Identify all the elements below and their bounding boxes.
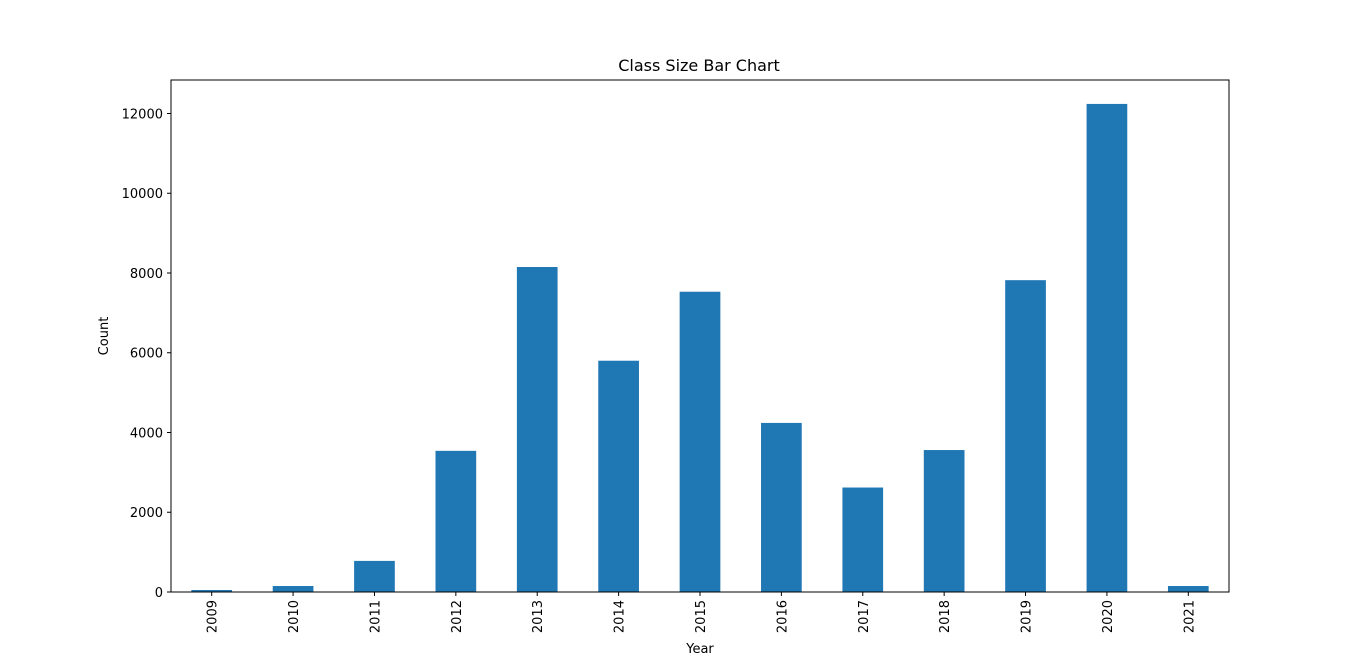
x-axis: 2009 2010 2011 2012 2013 2014 2015 2016 2017 2018… — [206, 592, 1197, 633]
y-tick-label-10000: 10000 — [122, 187, 163, 202]
bar-2010 — [272, 586, 314, 592]
bar-2011 — [354, 560, 395, 592]
bar-2015 — [679, 291, 721, 592]
bar-2009 — [191, 590, 233, 592]
y-tick-label-6000: 6000 — [130, 347, 163, 362]
x-tick-label-2009: 2009 — [206, 600, 221, 633]
bar-2019 — [1005, 280, 1046, 592]
x-tick-label-2017: 2017 — [857, 600, 872, 633]
x-tick-label-2016: 2016 — [775, 600, 790, 633]
x-tick-label-2013: 2013 — [531, 600, 546, 633]
bar-2012 — [435, 450, 477, 592]
plot-frame — [170, 79, 1230, 593]
bar-2018 — [923, 450, 965, 592]
y-tick-label-2000: 2000 — [130, 506, 163, 521]
bar-2014 — [598, 360, 639, 592]
x-tick-label-2021: 2021 — [1182, 600, 1197, 633]
bar-2021 — [1167, 586, 1209, 592]
x-tick-label-2012: 2012 — [450, 600, 465, 633]
bar-2020 — [1086, 103, 1128, 592]
y-axis: 0 2000 4000 6000 8000 10000 12000 — [122, 107, 171, 601]
bar-2016 — [761, 422, 802, 592]
y-tick-label-8000: 8000 — [130, 267, 163, 282]
y-tick-label-4000: 4000 — [130, 426, 163, 441]
x-tick-label-2020: 2020 — [1101, 600, 1116, 633]
x-axis-label: Year — [685, 642, 714, 657]
y-tick-label-12000: 12000 — [122, 107, 163, 122]
x-tick-label-2011: 2011 — [368, 600, 383, 633]
bars-group — [191, 103, 1209, 592]
chart-title: Class Size Bar Chart — [618, 56, 780, 75]
x-tick-label-2010: 2010 — [287, 600, 302, 633]
bar-2013 — [516, 267, 558, 592]
x-tick-label-2015: 2015 — [694, 600, 709, 633]
x-tick-label-2018: 2018 — [938, 600, 953, 633]
x-tick-label-2014: 2014 — [613, 600, 628, 633]
y-axis-label: Count — [97, 317, 112, 356]
bar-2017 — [842, 487, 884, 592]
x-tick-label-2019: 2019 — [1020, 600, 1035, 633]
y-tick-label-0: 0 — [155, 586, 163, 601]
